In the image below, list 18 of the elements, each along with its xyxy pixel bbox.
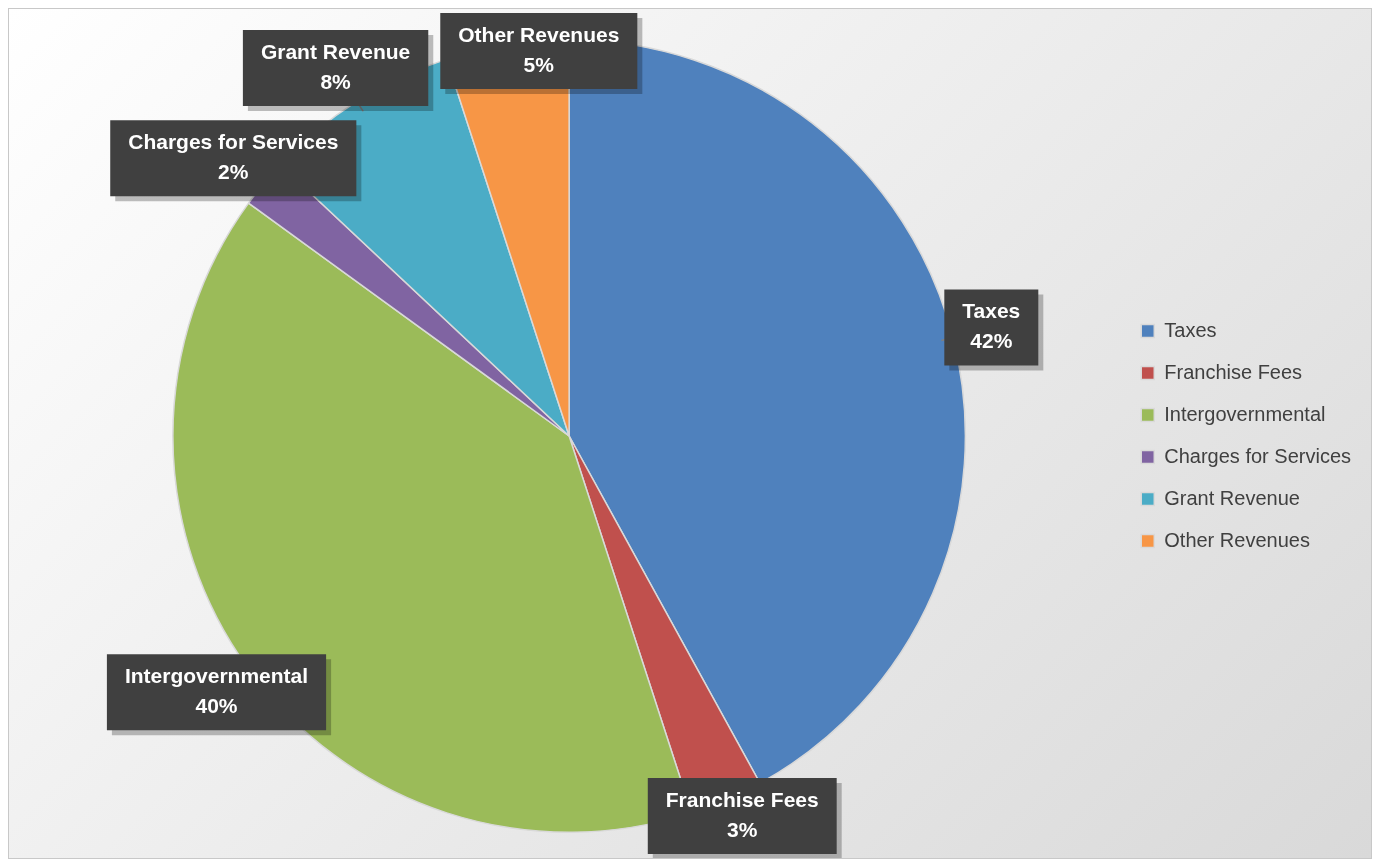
- slice-label: Grant Revenue: [260, 39, 411, 63]
- legend-label: Intergovernmental: [1164, 402, 1326, 425]
- data-label: 2%: [218, 159, 249, 183]
- slice-label: Taxes: [962, 299, 1021, 323]
- slice-label: Charges for Services: [128, 129, 339, 153]
- legend-label: Other Revenues: [1164, 528, 1310, 551]
- data-label: 8%: [320, 69, 352, 93]
- legend-label: Franchise Fees: [1164, 360, 1303, 383]
- legend-label: Grant Revenue: [1164, 486, 1300, 509]
- slice-label: Intergovernmental: [124, 664, 309, 687]
- slice-label: Franchise Fees: [665, 787, 819, 811]
- legend-label: Charges for Services: [1164, 444, 1352, 467]
- data-label: 5%: [523, 52, 555, 76]
- slice-label: Other Revenues: [458, 22, 620, 46]
- data-label: 42%: [970, 329, 1013, 353]
- legend-label: Taxes: [1164, 318, 1217, 341]
- data-label: 3%: [727, 817, 758, 841]
- data-label: 40%: [195, 694, 238, 717]
